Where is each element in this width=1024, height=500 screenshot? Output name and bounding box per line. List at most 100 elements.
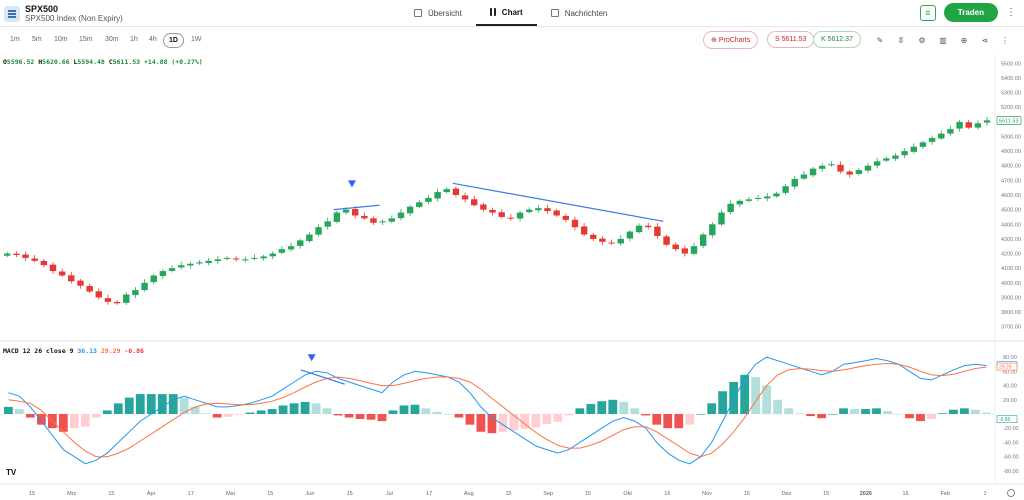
- more-menu-icon[interactable]: ⋮: [1006, 7, 1016, 18]
- signal-line: [8, 362, 987, 458]
- candle-body: [397, 212, 405, 219]
- candle-body: [452, 188, 460, 195]
- macd-tick-label: -20.00: [1003, 426, 1019, 432]
- candle-body: [718, 212, 725, 225]
- candle-body: [132, 290, 139, 296]
- macd-signal-value: 29.29: [100, 347, 121, 355]
- price-tick-label: 3800.00: [1001, 310, 1021, 316]
- signal-value-tag: [996, 362, 1018, 371]
- candle-body: [855, 170, 863, 174]
- timeframe-10m[interactable]: 10m: [54, 36, 68, 43]
- macd-hist-bar: [267, 409, 277, 414]
- macd-hist-bar: [311, 403, 321, 414]
- macd-hist-bar: [531, 414, 541, 428]
- candle-body: [315, 227, 322, 235]
- buy-price-button[interactable]: K 5612.37: [813, 31, 861, 48]
- timeframe-15m[interactable]: 15m: [79, 36, 93, 43]
- macd-hist-bar: [25, 414, 35, 418]
- more-tools-icon[interactable]: ⋮: [1001, 36, 1009, 45]
- macd-hist-value: -6.86: [124, 347, 144, 355]
- candle-body: [361, 215, 368, 219]
- macd-hist-bar: [245, 412, 255, 414]
- candle-body: [351, 209, 359, 216]
- candle-body: [947, 129, 954, 134]
- timeframe-4h[interactable]: 4h: [149, 36, 157, 43]
- timeframe-1h[interactable]: 1h: [130, 36, 138, 43]
- macd-hist-bar: [905, 414, 914, 419]
- ohlc-h-key: H: [38, 58, 43, 66]
- macd-hist-bar: [894, 414, 903, 415]
- signal-value-tag-text: 29.29: [999, 365, 1012, 371]
- add-compare-icon[interactable]: ⊕: [960, 36, 968, 45]
- timeframe-5m[interactable]: 5m: [32, 36, 42, 43]
- timeframe-1d[interactable]: 1D: [163, 33, 184, 48]
- macd-name: MACD 12 26 close 9: [3, 347, 74, 355]
- macd-hist-bar: [575, 408, 585, 414]
- macd-hist-bar: [949, 409, 958, 414]
- macd-hist-bar: [542, 414, 552, 424]
- tab-overview[interactable]: Übersicht: [400, 0, 476, 26]
- candle-body: [709, 224, 716, 236]
- macd-hist-bar: [168, 394, 178, 414]
- candle-body: [645, 225, 652, 228]
- macd-hist-bar: [256, 410, 266, 414]
- candle-body: [461, 195, 469, 200]
- candle-body: [745, 199, 753, 201]
- candle-body: [974, 123, 982, 128]
- indicators-icon[interactable]: ʬ: [899, 36, 903, 45]
- price-tick-label: 5300.00: [1001, 91, 1021, 97]
- price-tick-label: 5200.00: [1001, 105, 1021, 111]
- macd-hist-bar: [487, 414, 497, 434]
- time-tick-label: 15: [744, 491, 750, 497]
- price-tick-label: 4100.00: [1001, 266, 1021, 272]
- macd-hist-bar: [399, 405, 409, 414]
- tab-chart[interactable]: Chart: [475, 0, 537, 26]
- candle-body: [590, 234, 597, 239]
- share-icon[interactable]: ⋖: [981, 36, 989, 45]
- grid-icon: [414, 9, 422, 17]
- timeframe-30m[interactable]: 30m: [105, 36, 119, 43]
- chart-type-icon[interactable]: ▥: [939, 36, 947, 45]
- candle-body: [535, 208, 542, 211]
- trade-button[interactable]: Traden: [943, 3, 998, 22]
- candle-body: [4, 253, 11, 256]
- price-tick-label: 5500.00: [1001, 61, 1021, 67]
- price-chart[interactable]: 5500.005400.005300.005200.005100.005000.…: [0, 54, 1024, 500]
- macd-hist-bar: [377, 414, 387, 422]
- candle-body: [928, 137, 936, 142]
- macd-hist-bar: [740, 374, 750, 414]
- candle-body: [232, 258, 240, 260]
- time-tick-label: 15: [585, 491, 591, 497]
- candle-body: [699, 234, 707, 246]
- candle-body: [113, 301, 121, 304]
- timeframe-1w[interactable]: 1W: [191, 36, 202, 43]
- candle-body: [983, 120, 991, 123]
- macd-hist-bar: [817, 414, 826, 419]
- sell-price-button[interactable]: S 5611.53: [767, 31, 815, 48]
- hist-value-tag: [996, 415, 1018, 423]
- watchlist-icon[interactable]: ≡: [919, 4, 936, 21]
- candle-body: [764, 196, 771, 199]
- candle-body: [681, 248, 689, 254]
- prochart-button[interactable]: ⊕ ProCharts: [703, 31, 759, 49]
- candle-body: [736, 200, 744, 205]
- macd-hist-bar: [443, 414, 453, 415]
- draw-pencil-icon[interactable]: ✎: [876, 36, 884, 45]
- timeframe-1m[interactable]: 1m: [10, 36, 20, 43]
- hist-value-tag-text: -6.86: [999, 417, 1011, 423]
- macd-hist-bar: [553, 414, 563, 422]
- macd-hist-bar: [212, 414, 222, 418]
- trend-line-short: [333, 204, 380, 211]
- ohlc-l-key: L: [73, 58, 78, 66]
- macd-hist-bar: [630, 408, 640, 414]
- settings-gear-icon[interactable]: ⚙: [918, 36, 926, 45]
- macd-tick-label: -60.00: [1003, 455, 1019, 461]
- ohlc-c-key: C: [108, 58, 113, 66]
- macd-hist-bar: [410, 404, 420, 414]
- candle-body: [507, 217, 515, 219]
- ohlc-close: 5611.53: [112, 58, 141, 66]
- macd-hist-bar: [971, 409, 980, 414]
- price-tick-label: 4900.00: [1001, 149, 1021, 155]
- time-tick-label: Nov: [702, 491, 712, 497]
- tab-news[interactable]: Nachrichten: [537, 0, 622, 26]
